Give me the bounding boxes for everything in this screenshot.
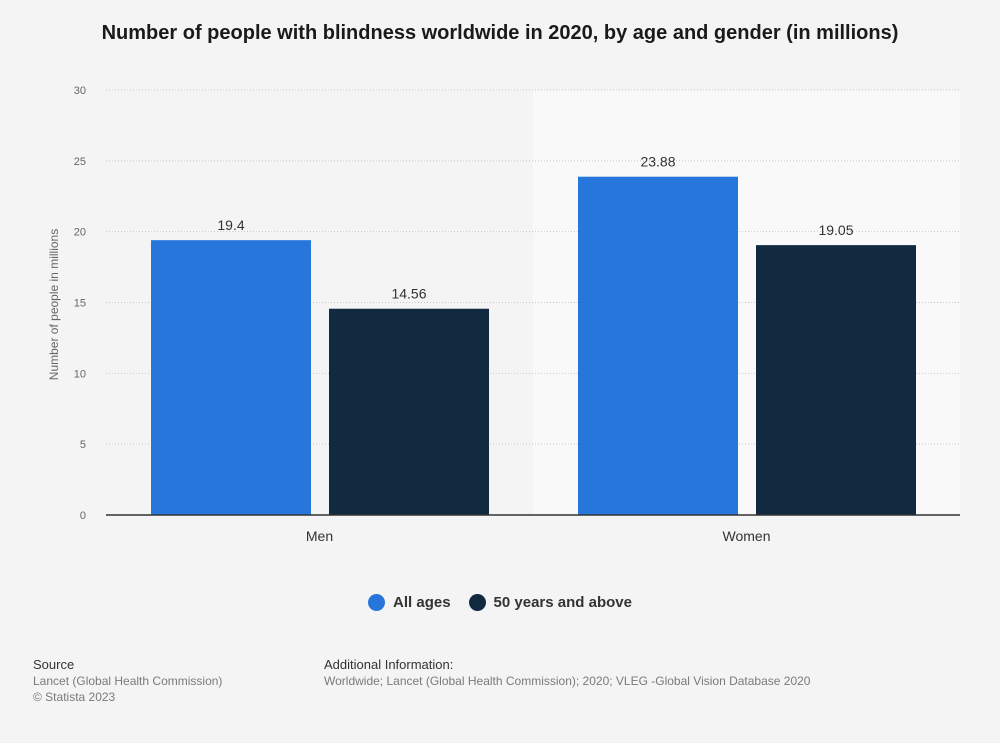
legend-item-50-plus[interactable]: 50 years and above — [468, 594, 632, 611]
source-block: Source Lancet (Global Health Commission)… — [33, 657, 222, 705]
x-tick-label: Women — [723, 528, 771, 544]
y-tick-label: 0 — [80, 510, 86, 522]
legend-label-all-ages: All ages — [393, 594, 451, 611]
y-tick-label: 10 — [74, 368, 86, 380]
y-tick-label: 5 — [80, 439, 86, 451]
copyright-line[interactable]: © Statista 2023 — [33, 690, 116, 704]
bar — [151, 240, 311, 515]
legend: All ages 50 years and above — [0, 594, 1000, 611]
additional-info-heading: Additional Information: — [324, 657, 454, 672]
data-label: 23.88 — [640, 154, 675, 170]
bar — [756, 245, 916, 515]
legend-label-50-plus: 50 years and above — [493, 594, 632, 611]
legend-swatch-all-ages — [368, 594, 386, 611]
bar — [329, 308, 489, 515]
y-axis-label: Number of people in millions — [47, 229, 61, 380]
data-label: 19.05 — [818, 222, 853, 238]
x-tick-label: Men — [306, 528, 333, 544]
y-tick-label: 20 — [74, 227, 86, 239]
bar-chart: 0 5 10 15 20 25 30 Number of people in millions… — [47, 85, 960, 544]
y-tick-label: 15 — [74, 298, 86, 310]
additional-info-text: Worldwide; Lancet (Global Health Commiss… — [324, 674, 811, 688]
y-tick-label: 25 — [74, 156, 86, 168]
y-tick-label: 30 — [74, 85, 86, 97]
source-line[interactable]: Lancet (Global Health Commission) — [33, 674, 223, 688]
additional-info-block: Additional Information: Worldwide; Lance… — [324, 657, 810, 689]
chart-title: Number of people with blindness worldwid… — [101, 22, 899, 44]
data-label: 19.4 — [217, 217, 244, 233]
bar — [578, 176, 738, 515]
data-label: 14.56 — [391, 286, 426, 302]
source-heading: Source — [33, 657, 75, 672]
legend-swatch-50-plus — [468, 594, 486, 611]
legend-item-all-ages[interactable]: All ages — [368, 594, 451, 611]
